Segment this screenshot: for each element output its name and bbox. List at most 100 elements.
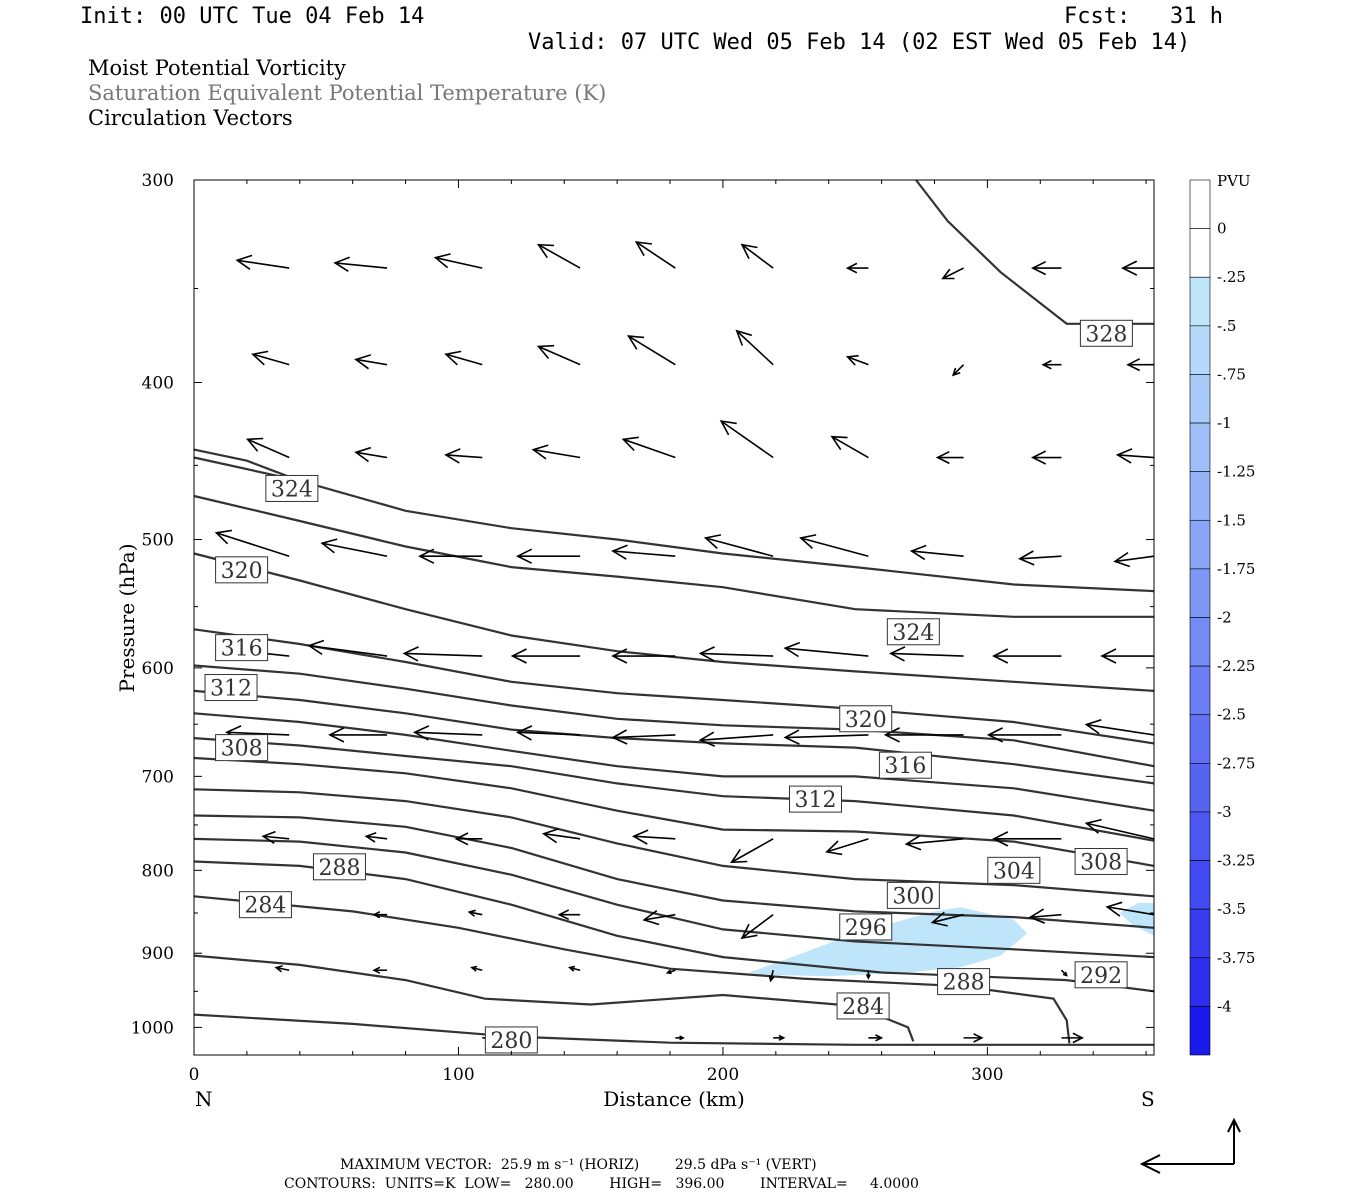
circulation-vector-89 (675, 1035, 685, 1041)
colorbar-level-label: -1 (1217, 414, 1232, 432)
circulation-vector-62 (454, 832, 483, 846)
contour-label-312-12: 312 (204, 674, 258, 702)
circulation-vector-60 (261, 830, 290, 844)
svg-text:304: 304 (993, 859, 1035, 884)
circulation-vector-26 (830, 435, 869, 459)
contour-label-312-11: 312 (788, 785, 842, 813)
circulation-vector-36 (799, 534, 869, 558)
circulation-vector-69 (1084, 818, 1155, 840)
theta-contour-316-13 (193, 552, 1155, 692)
colorbar-level-label: -2 (1217, 609, 1232, 627)
circulation-vector-80 (372, 966, 388, 974)
theta-contour-320-15 (193, 456, 1155, 593)
contour-label-280-0: 280 (484, 1026, 538, 1054)
circulation-vector-8 (1030, 260, 1062, 276)
circulation-vector-27 (935, 450, 964, 465)
x-end-label-south: S (1141, 1087, 1155, 1111)
circulation-vector-10 (251, 350, 290, 366)
pv-region-1 (1119, 903, 1154, 936)
circulation-vector-52 (412, 725, 483, 741)
circulation-vector-72 (557, 909, 581, 921)
circulation-vector-14 (626, 335, 676, 366)
circulation-vector-87 (1060, 969, 1068, 977)
circulation-vector-49 (1100, 648, 1154, 664)
vector-layer (214, 241, 1155, 1044)
colorbar-level-label: -3.5 (1217, 900, 1246, 918)
circulation-vector-91 (868, 1034, 884, 1042)
circulation-vector-5 (740, 243, 774, 269)
colorbar-level-label: -1.5 (1217, 511, 1246, 529)
svg-text:324: 324 (892, 621, 934, 646)
colorbar-level-label: -1.75 (1217, 560, 1255, 578)
y-tick-label: 800 (142, 861, 174, 881)
circulation-vector-47 (889, 646, 964, 662)
circulation-vector-54 (611, 729, 676, 745)
contour-label-292-5: 292 (1074, 961, 1128, 989)
circulation-vector-16 (845, 354, 869, 366)
svg-text:328: 328 (1085, 322, 1127, 347)
contour-label-324-18: 324 (265, 474, 319, 502)
circulation-vector-30 (214, 529, 290, 557)
axis-layer: 300 400 500 600 700 800 900 1000 0 100 200 300 (131, 171, 1154, 1085)
circulation-vector-11 (354, 354, 388, 370)
circulation-vector-78 (1105, 901, 1155, 917)
circulation-vector-81 (470, 965, 483, 972)
circulation-vector-18 (1041, 359, 1062, 370)
circulation-vector-24 (621, 436, 676, 459)
contour-label-304-8: 304 (987, 856, 1041, 884)
colorbar-level-label: -1.25 (1217, 463, 1255, 481)
circulation-vector-76 (930, 911, 964, 927)
circulation-vector-33 (515, 548, 581, 564)
circulation-vector-19 (1126, 358, 1154, 372)
circulation-vector-53 (515, 725, 581, 741)
circulation-vector-65 (730, 838, 774, 864)
theta-contour-312-11 (193, 664, 1155, 768)
circulation-vector-55 (698, 731, 774, 747)
circulation-vector-17 (951, 364, 965, 377)
contour-label-308-9: 308 (1074, 847, 1128, 875)
title-pv: Moist Potential Vorticity (88, 56, 346, 80)
circulation-vector-45 (698, 646, 774, 662)
contour-label-328-19: 328 (1079, 319, 1133, 347)
circulation-vector-43 (510, 648, 581, 664)
colorbar-level-label: -4 (1217, 997, 1232, 1015)
circulation-vector-70 (372, 910, 388, 919)
circulation-vector-63 (541, 827, 581, 844)
svg-text:288: 288 (318, 856, 360, 881)
reference-vector-icon (1139, 1117, 1241, 1174)
plot-frame (193, 179, 1155, 1056)
colorbar-swatch (1189, 568, 1211, 618)
colorbar-swatch (1189, 276, 1211, 327)
circulation-vector-68 (992, 831, 1062, 847)
x-tick-label: 300 (971, 1065, 1003, 1085)
svg-text:288: 288 (943, 971, 985, 996)
svg-text:316: 316 (884, 754, 926, 779)
colorbar-swatch (1189, 957, 1211, 1007)
contour-label-300-7: 300 (886, 881, 940, 909)
circulation-vector-1 (333, 256, 388, 272)
svg-text:324: 324 (271, 477, 313, 502)
y-tick-label: 500 (142, 531, 174, 551)
colorbar-swatch (1189, 422, 1211, 472)
colorbar-swatch (1189, 860, 1211, 910)
circulation-vector-59 (1084, 719, 1155, 736)
circulation-vector-7 (941, 267, 964, 280)
circulation-vector-21 (354, 446, 388, 463)
svg-text:300: 300 (892, 884, 934, 909)
circulation-vector-79 (274, 965, 290, 973)
circulation-vector-93 (1061, 1032, 1084, 1044)
svg-text:320: 320 (845, 708, 887, 733)
y-axis-label: Pressure (hPa) (115, 544, 139, 693)
contour-label-288-4: 288 (312, 853, 366, 881)
circulation-vector-31 (320, 538, 388, 558)
theta-contour-288-4 (193, 837, 1155, 959)
contour-label-284-1: 284 (836, 992, 890, 1020)
circulation-vector-39 (1113, 551, 1155, 568)
pv-region-0 (749, 907, 1028, 977)
circulation-vector-56 (783, 729, 869, 745)
theta-contour-328-19 (915, 179, 1154, 325)
colorbar-swatch (1189, 179, 1211, 229)
title-theta-es: Saturation Equivalent Potential Temperat… (88, 81, 607, 105)
contour-info: CONTOURS: UNITS=K LOW= 280.00 HIGH= 396.… (284, 1176, 919, 1192)
